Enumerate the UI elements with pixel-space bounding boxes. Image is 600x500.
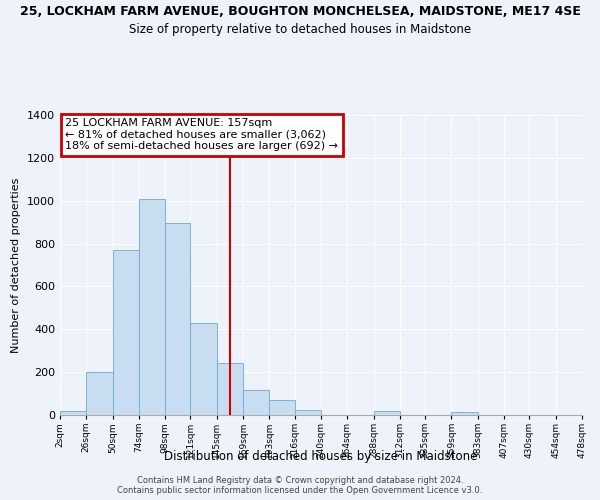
Y-axis label: Number of detached properties: Number of detached properties <box>11 178 22 352</box>
Bar <box>374 410 400 415</box>
Text: Distribution of detached houses by size in Maidstone: Distribution of detached houses by size … <box>164 450 478 463</box>
Text: 25 LOCKHAM FARM AVENUE: 157sqm
← 81% of detached houses are smaller (3,062)
18% : 25 LOCKHAM FARM AVENUE: 157sqm ← 81% of … <box>65 118 338 151</box>
Bar <box>113 250 139 415</box>
Bar <box>243 390 269 415</box>
Text: Contains HM Land Registry data © Crown copyright and database right 2024.
Contai: Contains HM Land Registry data © Crown c… <box>118 476 482 495</box>
Bar <box>139 198 165 415</box>
Bar <box>60 410 86 415</box>
Bar <box>295 410 321 415</box>
Bar <box>165 223 190 415</box>
Text: Size of property relative to detached houses in Maidstone: Size of property relative to detached ho… <box>129 22 471 36</box>
Bar <box>217 362 243 415</box>
Bar <box>190 323 217 415</box>
Bar <box>269 400 295 415</box>
Bar <box>451 412 478 415</box>
Bar <box>86 372 113 415</box>
Text: 25, LOCKHAM FARM AVENUE, BOUGHTON MONCHELSEA, MAIDSTONE, ME17 4SE: 25, LOCKHAM FARM AVENUE, BOUGHTON MONCHE… <box>20 5 580 18</box>
